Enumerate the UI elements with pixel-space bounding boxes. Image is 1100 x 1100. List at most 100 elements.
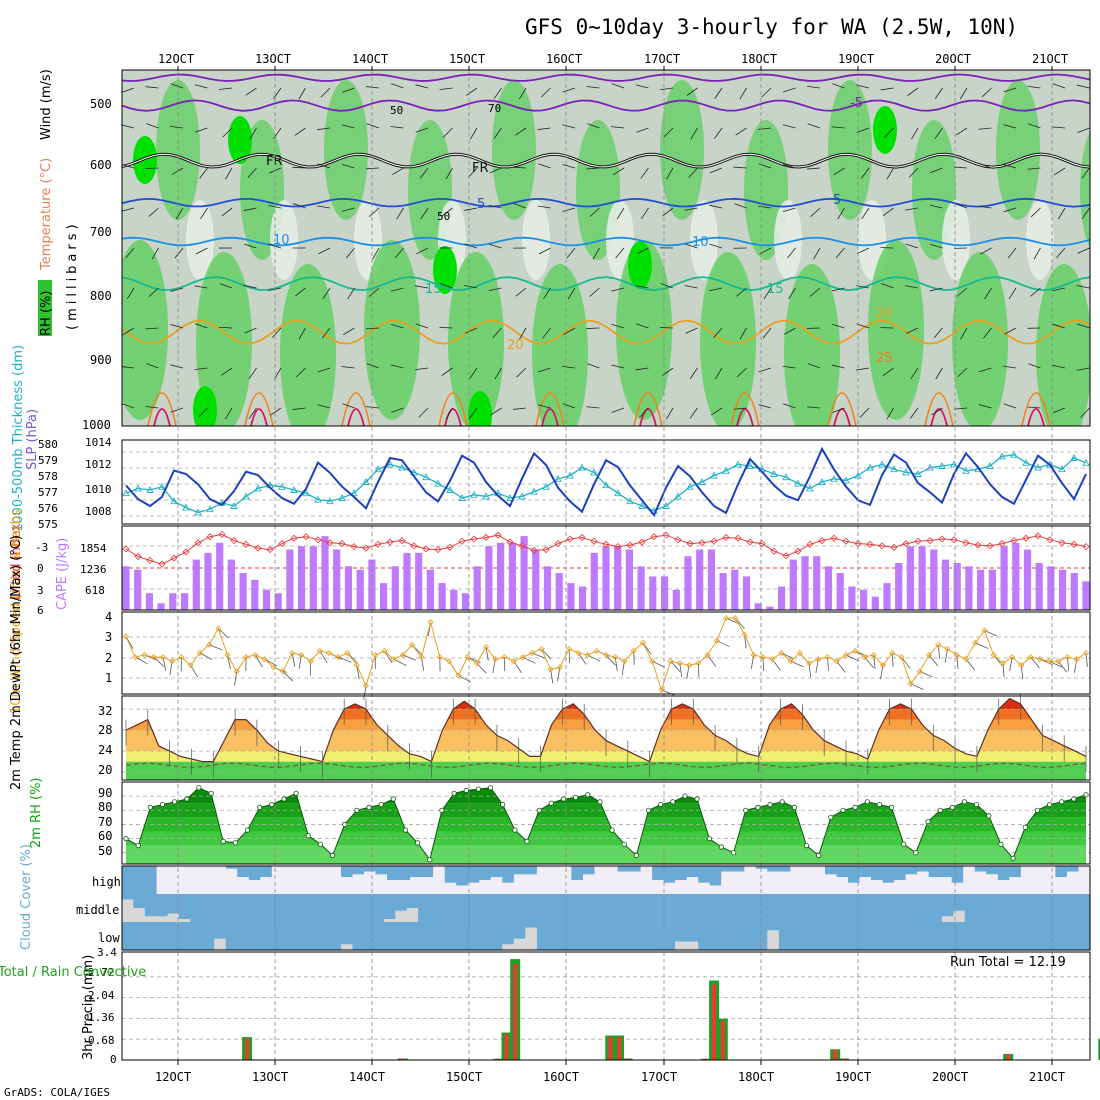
wind-barb [689,407,698,419]
cape-bar [602,546,610,610]
cloud-cell-high [225,866,238,869]
precip-tick: 0.68 [88,1034,115,1047]
cape-bar [1082,581,1090,610]
cloud-fraction-high [778,871,791,894]
wind-barb [396,207,404,220]
cloud-row-middle: middle [76,903,119,917]
wind-speed-point [326,649,333,657]
wind-barb [689,367,698,379]
cloud-cell-middle [714,894,727,922]
cape-bar [941,559,950,610]
isotherm-arc-30 [930,408,948,426]
li-point [806,540,814,548]
isotherm-line [122,73,1090,82]
cape-bar [239,573,247,610]
cape-bar [1047,566,1055,610]
cape-bar [262,589,271,610]
cloud-cell-high [652,866,665,880]
wind-barb [248,367,257,379]
wind-barb [464,207,478,211]
wind-speed-point [510,658,517,665]
li-point [830,534,838,542]
cloud-fraction-high [940,877,953,894]
thickness-point [446,486,454,493]
wind-barb [1052,364,1066,369]
li-point [1010,536,1018,545]
cape-bar [719,573,727,610]
wind-barb [298,87,306,100]
wind-barb [319,650,328,664]
wind-barb [684,207,698,211]
thickness-point [590,468,598,476]
rh2m-tick: 90 [98,786,112,800]
li-point [422,545,430,553]
isotherm-arc-30 [250,408,268,426]
wind-barb [660,87,674,91]
isotherm-line [122,99,1090,112]
cape-bar [403,552,411,610]
wind-barb [611,83,625,89]
cape-bar [836,573,844,610]
li-point [194,539,202,547]
rh2m-point [888,804,895,811]
wind-barb [856,367,870,371]
wind-barb [733,166,747,169]
rh2m-point [840,807,846,813]
cape-bar [508,542,516,610]
precip-total-bar [1098,1038,1100,1060]
wind-speed-point [159,654,166,661]
wind-barb [905,285,919,289]
wind-barb [1003,207,1017,213]
cloud-cell-middle [372,894,385,922]
cape-panel: -3 0 3 6 618 1236 1854 Lifted Index CAPE… [9,523,1090,617]
wind-barb [864,656,874,669]
thickness-point [554,474,562,482]
upper-wind-barbs [122,83,1090,420]
wind-barb [714,367,723,380]
wind-barb [365,327,380,330]
wind-speed-point [427,619,434,626]
cloud-cell-middle [429,894,442,922]
li-point [686,539,694,548]
rh2m-point [949,804,955,811]
top-tick-label: 20OCT [935,52,971,66]
wind-barb [1056,247,1066,259]
isotherm-label-5-2: 5 [833,193,841,208]
rh-moist-area [492,80,536,220]
rh2m-point [414,840,421,846]
wind-speed-point [769,656,776,663]
wind-barb [586,327,600,329]
li-point [554,539,562,548]
cape-bar [754,603,762,610]
wind-barb [686,87,698,96]
wind-barb [292,166,306,169]
cloud-cell-low [387,922,400,950]
thickness-point [698,478,706,485]
wind-barb [122,403,135,409]
cloud-cell-low [813,922,826,950]
li-point [962,539,970,547]
cloud-cell-middle [759,894,772,922]
wind-barb [445,167,453,180]
wind-barb [611,287,625,292]
isotherm-arc-30 [153,408,171,426]
cloud-fraction-high [271,866,284,894]
cloud-cell-low [698,922,711,950]
wind-barb [135,656,148,665]
rh2m-point [402,827,409,833]
wind-speed-point [686,662,693,669]
wind-barb [320,87,331,98]
cloud-fraction-high [767,871,780,894]
dewpoint-line [125,762,1087,769]
cape-bar [543,566,552,610]
cloud-cell-high [421,866,434,878]
cloud-cell-low [836,922,849,950]
li-point [362,544,370,552]
y-tick-label: 900 [90,353,112,367]
wind-barb [685,243,698,249]
rh-dry-area [270,200,298,280]
wind-barb [859,407,870,418]
wind-barb [813,247,821,260]
rh2m-point [876,801,883,808]
li-point [890,543,898,551]
